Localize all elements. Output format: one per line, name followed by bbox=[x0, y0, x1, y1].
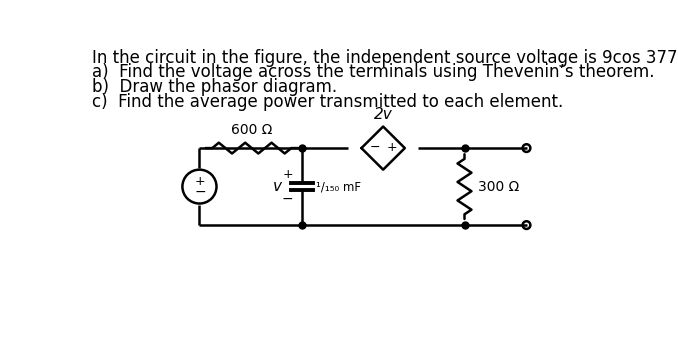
Text: +: + bbox=[386, 141, 397, 154]
Text: 2v: 2v bbox=[374, 107, 393, 122]
Text: −: − bbox=[282, 192, 294, 206]
Text: c)  Find the average power transmitted to each element.: c) Find the average power transmitted to… bbox=[92, 93, 563, 111]
Text: ¹/₁₅₀ mF: ¹/₁₅₀ mF bbox=[316, 180, 361, 193]
Text: −: − bbox=[370, 141, 380, 154]
Text: +: + bbox=[195, 175, 205, 188]
Text: 300 Ω: 300 Ω bbox=[479, 180, 520, 193]
Text: −: − bbox=[195, 185, 206, 199]
Circle shape bbox=[182, 170, 216, 203]
Text: 600 Ω: 600 Ω bbox=[231, 123, 273, 137]
Text: a)  Find the voltage across the terminals using Thevenin’s theorem.: a) Find the voltage across the terminals… bbox=[92, 64, 655, 81]
Text: b)  Draw the phasor diagram.: b) Draw the phasor diagram. bbox=[92, 78, 338, 96]
Text: +: + bbox=[283, 168, 293, 181]
Circle shape bbox=[523, 144, 530, 152]
Circle shape bbox=[523, 221, 530, 229]
Text: v: v bbox=[273, 179, 281, 194]
Text: In the circuit in the figure, the independent source voltage is 9cos 377t:: In the circuit in the figure, the indepe… bbox=[92, 49, 678, 67]
